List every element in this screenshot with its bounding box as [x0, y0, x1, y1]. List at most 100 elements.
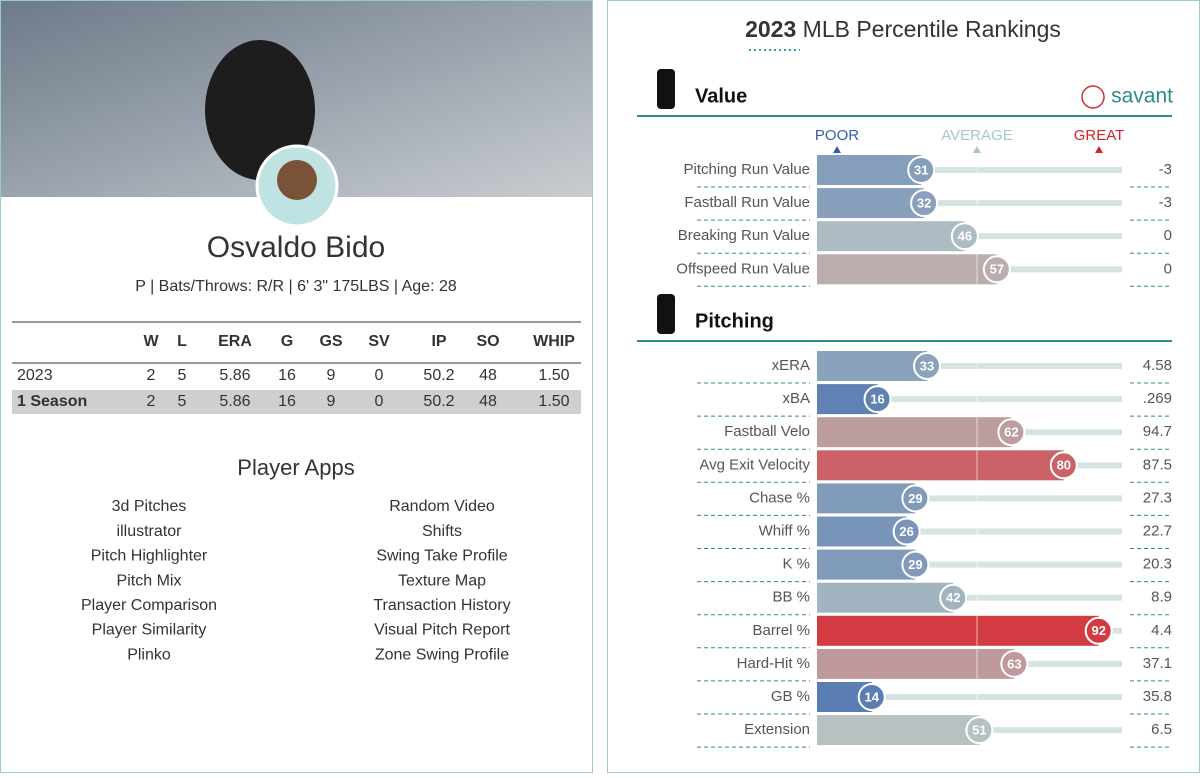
- percentile-dot: [997, 418, 1026, 447]
- track: [817, 167, 1122, 173]
- app-link[interactable]: Visual Pitch Report: [374, 622, 510, 639]
- percentile-bar: [817, 483, 916, 514]
- metric-value: 87.5: [1143, 456, 1172, 473]
- metric-value: 4.4: [1151, 622, 1172, 639]
- app-link[interactable]: illustrator: [117, 523, 183, 540]
- metric-label: Pitching Run Value: [684, 161, 810, 178]
- section-title: Pitching: [695, 310, 774, 332]
- metric-value: .269: [1143, 390, 1172, 407]
- scale-poor: POOR: [815, 127, 859, 144]
- percentile-dot: [965, 716, 994, 745]
- table-cell: 5.86: [219, 393, 250, 410]
- app-link[interactable]: Pitch Mix: [117, 572, 182, 589]
- app-link[interactable]: Shifts: [422, 523, 462, 540]
- metric-value: 35.8: [1143, 688, 1172, 705]
- table-cell: 48: [479, 393, 497, 410]
- percentile-label: 33: [920, 358, 934, 373]
- app-link[interactable]: Zone Swing Profile: [375, 646, 509, 663]
- percentile-dot: [901, 484, 930, 513]
- percentile-label: 80: [1057, 458, 1071, 473]
- metric-value: 8.9: [1151, 589, 1172, 606]
- metric-label: Offspeed Run Value: [676, 260, 810, 277]
- percentile-dot: [901, 550, 930, 579]
- percentile-dot: [913, 352, 942, 380]
- brand: savant: [1111, 85, 1173, 108]
- percentile-label: 46: [958, 229, 972, 244]
- table-header: SO: [476, 333, 499, 350]
- table-cell: 9: [327, 393, 336, 410]
- percentile-label: 63: [1007, 656, 1021, 671]
- table-cell: 2: [147, 367, 156, 384]
- table-cell: 0: [375, 367, 384, 384]
- section-icon: [657, 294, 675, 334]
- app-link[interactable]: Texture Map: [398, 572, 486, 589]
- percentile-bar: [817, 582, 954, 613]
- percentile-dot: [863, 385, 892, 414]
- percentile-dot: [910, 189, 939, 218]
- scale-marker: [833, 146, 841, 153]
- percentile-bar: [817, 450, 1064, 481]
- percentile-label: 16: [870, 392, 884, 407]
- app-link[interactable]: Transaction History: [373, 597, 510, 614]
- metric-label: Barrel %: [752, 622, 810, 639]
- table-cell: 0: [375, 393, 384, 410]
- table-cell: 50.2: [423, 367, 454, 384]
- app-link[interactable]: Pitch Highlighter: [91, 548, 208, 565]
- metric-label: Whiff %: [759, 522, 810, 539]
- percentile-dot: [907, 156, 936, 184]
- scale-average: AVERAGE: [941, 127, 1012, 144]
- player-info: P | Bats/Throws: R/R | 6' 3" 175LBS | Ag…: [135, 278, 457, 295]
- row-label: 1 Season: [17, 393, 87, 410]
- table-header: L: [177, 333, 187, 350]
- table-header: IP: [431, 333, 446, 350]
- metric-label: Chase %: [749, 489, 810, 506]
- metric-label: Breaking Run Value: [678, 227, 810, 244]
- table-cell: 16: [278, 367, 296, 384]
- scale-marker: [1095, 146, 1103, 153]
- track: [817, 694, 1122, 700]
- percentile-label: 26: [899, 524, 913, 539]
- table-cell: 16: [278, 393, 296, 410]
- metric-value: 20.3: [1143, 556, 1172, 573]
- table-header: SV: [368, 333, 390, 350]
- metric-value: 0: [1164, 260, 1172, 277]
- title-rest: MLB Percentile Rankings: [803, 16, 1061, 42]
- metric-label: xBA: [782, 390, 810, 407]
- percentile-label: 32: [917, 196, 931, 211]
- metric-value: 6.5: [1151, 721, 1172, 738]
- table-cell: 5: [178, 367, 187, 384]
- percentile-dot: [1084, 616, 1113, 645]
- metric-label: Avg Exit Velocity: [699, 456, 810, 473]
- app-link[interactable]: Player Similarity: [92, 622, 207, 639]
- percentile-bar: [817, 351, 928, 381]
- scale-marker: [973, 146, 981, 153]
- app-link[interactable]: Random Video: [389, 498, 495, 515]
- app-link[interactable]: Player Comparison: [81, 597, 217, 614]
- track: [817, 363, 1122, 369]
- scale-great: GREAT: [1074, 127, 1125, 144]
- rankings-title: 2023 MLB Percentile Rankings: [745, 16, 1061, 42]
- table-cell: 5: [178, 393, 187, 410]
- table-cell: 9: [327, 367, 336, 384]
- app-link[interactable]: Plinko: [127, 646, 171, 663]
- table-header: W: [143, 333, 159, 350]
- percentile-bar: [817, 615, 1099, 646]
- percentile-label: 31: [914, 162, 928, 177]
- app-link[interactable]: 3d Pitches: [112, 498, 187, 515]
- track: [817, 528, 1122, 535]
- section-icon: [657, 69, 675, 109]
- metric-value: -3: [1159, 194, 1172, 211]
- row-label: 2023: [17, 367, 53, 384]
- total-row-bg: [12, 390, 581, 414]
- percentile-dot: [892, 517, 921, 546]
- percentile-dot: [939, 583, 968, 612]
- table-header: WHIP: [533, 333, 575, 350]
- table-cell: 2: [147, 393, 156, 410]
- app-link[interactable]: Swing Take Profile: [376, 548, 507, 565]
- metric-value: -3: [1159, 161, 1172, 178]
- metric-label: BB %: [772, 589, 810, 606]
- percentile-bar: [817, 221, 965, 252]
- metric-value: 4.58: [1143, 357, 1172, 374]
